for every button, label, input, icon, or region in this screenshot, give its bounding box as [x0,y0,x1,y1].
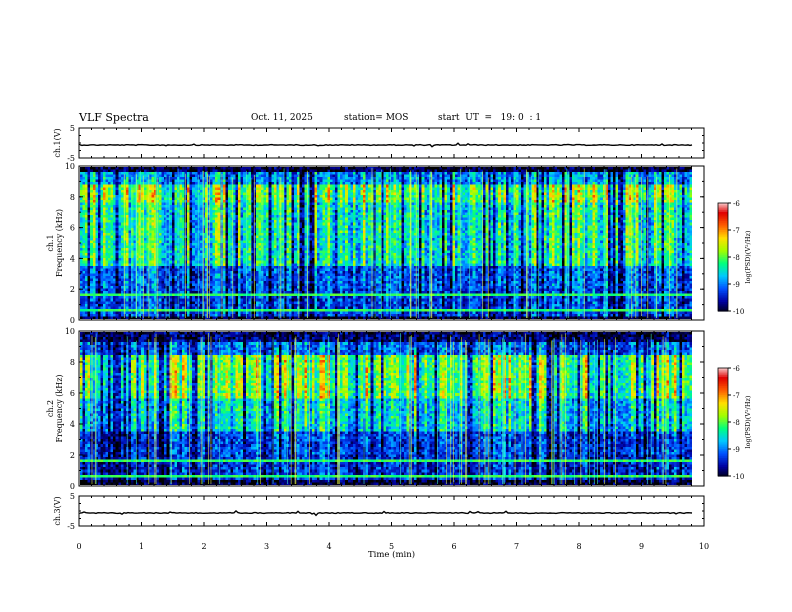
sferic-lines-2 [123,168,678,318]
figure-title: VLF Spectra [79,111,149,124]
y-tick-label: 6 [70,389,75,398]
y-tick-label: 8 [70,193,75,202]
colorbar-tick-label: -8 [733,254,740,262]
start-time-label: start UT = 19: 0 : 1 [438,113,542,123]
station-label: station= MOS [344,113,409,123]
x-tick-label: 5 [389,542,394,551]
x-axis-label: Time (min) [368,549,415,560]
y-axis-label: Frequency (kHz) [55,209,64,277]
y-tick-label: 10 [65,162,75,171]
y-tick-label: 2 [70,285,75,294]
x-tick-label: 0 [76,542,81,551]
colorbar-tick-label: -10 [733,308,744,316]
spectrogram-image-3 [80,332,692,485]
x-tick-label: 2 [201,542,206,551]
y-axis-label: ch.2 [46,400,55,417]
y-axis-label: ch.1 [46,234,55,251]
panel-frame-1 [78,127,705,159]
y-tick-label: 0 [70,316,75,325]
voltage-trace-1 [79,142,693,148]
x-tick-label: 9 [639,542,644,551]
colorbar-tick-label: -7 [733,227,740,235]
colorbar-tick-label: -9 [733,446,740,454]
x-tick-label: 8 [576,542,581,551]
y-tick-label: 6 [70,224,75,233]
y-tick-label: 8 [70,358,75,367]
y-tick-label: 2 [70,451,75,460]
x-tick-label: 1 [139,542,144,551]
colorbar-label: log(PSD)(V²/Hz) [744,230,752,283]
y-tick-label: -5 [67,154,75,163]
spectrogram-image-2 [80,167,692,319]
y-tick-label: -5 [67,522,75,531]
y-tick-label: 4 [70,420,75,429]
y-tick-label: 4 [70,254,75,263]
y-tick-label: 0 [70,482,75,491]
date-label: Oct. 11, 2025 [251,113,313,123]
x-tick-label: 3 [264,542,269,551]
x-tick-label: 6 [451,542,456,551]
y-tick-label: 5 [70,492,75,501]
colorbar-2 [718,203,728,312]
sferic-lines-3 [91,333,667,484]
colorbar-tick-label: -10 [733,473,744,481]
voltage-trace-4 [79,509,693,517]
y-axis-label: ch.1(V) [53,128,62,157]
colorbar-tick-label: -6 [733,200,740,208]
colorbar-tick-label: -6 [733,365,740,373]
y-axis-label: ch.3(V) [53,496,62,525]
x-tick-label: 7 [514,542,519,551]
x-tick-label: 4 [326,542,331,551]
y-tick-label: 5 [70,124,75,133]
y-axis-label: Frequency (kHz) [55,374,64,442]
colorbar-3 [718,368,728,477]
colorbar-tick-label: -9 [733,281,740,289]
colorbar-tick-label: -8 [733,419,740,427]
colorbar-tick-label: -7 [733,392,740,400]
colorbar-label: log(PSD)(V²/Hz) [744,395,752,448]
y-tick-label: 10 [65,327,75,336]
panel-frame-4 [78,495,705,527]
x-tick-label: 10 [699,542,709,551]
